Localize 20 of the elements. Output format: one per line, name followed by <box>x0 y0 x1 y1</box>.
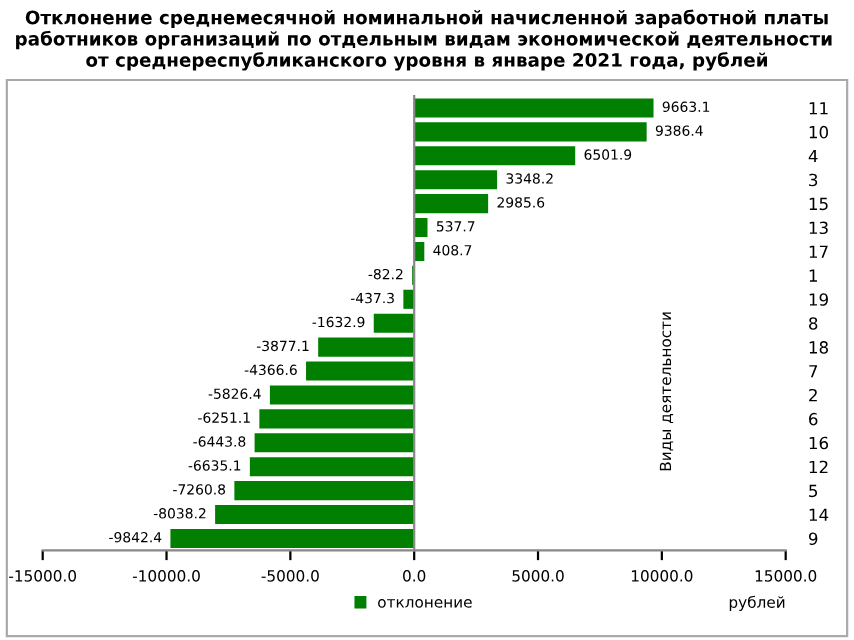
y-tick-label: 12 <box>809 460 828 474</box>
y-tick-label: 7 <box>809 365 818 378</box>
y-tick-label: 14 <box>809 508 829 521</box>
y-tick-label: 5 <box>809 484 818 498</box>
y-tick-label: 6 <box>809 412 818 426</box>
y-tick-label: 16 <box>809 436 829 450</box>
y-tick-label: 17 <box>809 245 828 258</box>
chart-title: Отклонение среднемесячной номинальной начисленной заработной платы работников организаций по отдельным видам экономической деятельности от среднереспубликанского уровня в январе 2021 года, рублей <box>16 9 832 71</box>
y-tick-label: 10 <box>809 125 828 139</box>
y-tick-label: 1 <box>809 269 817 282</box>
y-tick-label: 4 <box>808 149 818 163</box>
y-tick-label: 13 <box>809 221 828 235</box>
y-tick-label: 3 <box>809 173 818 187</box>
y-tick-label: 9 <box>808 532 818 546</box>
y-tick-label: 15 <box>809 197 828 211</box>
y-tick-label: 2 <box>809 388 817 402</box>
y-tick-label: 19 <box>809 293 828 306</box>
y-tick-label: 11 <box>809 102 828 115</box>
y-tick-label: 8 <box>809 317 818 330</box>
y-tick-label: 18 <box>809 341 828 354</box>
